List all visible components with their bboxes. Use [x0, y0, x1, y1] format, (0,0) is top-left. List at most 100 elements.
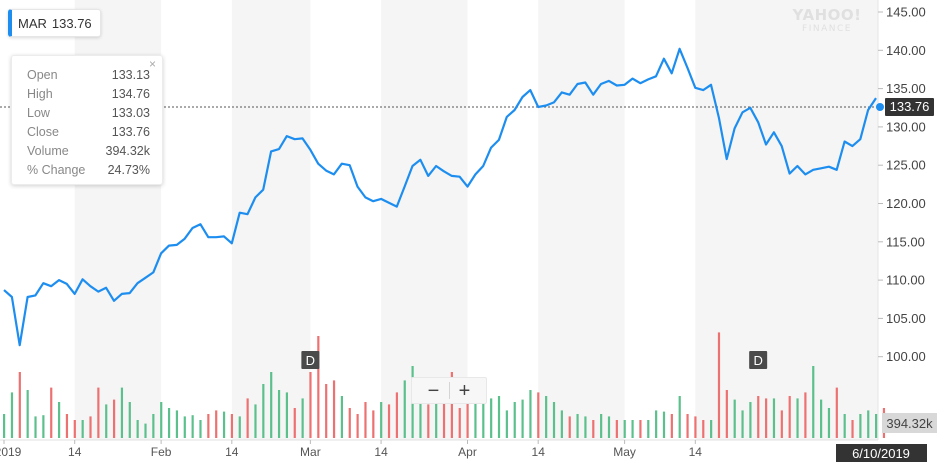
volume-bar	[167, 408, 171, 438]
x-tick-label: 14	[532, 445, 546, 459]
y-axis: 100.00 105.00 110.00 115.00 120.00 125.00 130.…	[877, 0, 926, 440]
volume-bar	[309, 372, 312, 438]
volume-bar	[10, 392, 14, 438]
volume-bar	[73, 420, 76, 438]
volume-bar	[521, 399, 524, 438]
volume-bar	[207, 414, 210, 438]
volume-bar	[435, 402, 438, 438]
volume-bar	[859, 414, 862, 438]
y-tick-label: 105.00	[886, 311, 926, 326]
tooltip-label: High	[27, 87, 53, 101]
tooltip-value: 394.32k	[105, 144, 150, 158]
last-price-dot	[876, 103, 884, 111]
volume-bar	[749, 402, 752, 438]
volume-bar	[757, 396, 760, 438]
volume-bar	[175, 410, 179, 438]
volume-bar	[372, 410, 375, 438]
tooltip-row-open: Open 133.13	[27, 66, 150, 85]
volume-bar	[513, 402, 516, 438]
volume-bar	[537, 392, 540, 438]
volume-tag: 394.32k	[882, 413, 937, 433]
volume-bar	[647, 420, 650, 438]
volume-bar	[152, 414, 155, 438]
y-tick-label: 115.00	[886, 234, 925, 249]
zoom-divider	[448, 382, 450, 399]
volume-bar	[285, 392, 289, 438]
volume-bar	[277, 390, 281, 438]
volume-bar	[497, 396, 501, 438]
volume-bar	[780, 410, 783, 438]
volume-bar	[42, 415, 45, 438]
volume-bar	[270, 372, 273, 438]
volume-bar	[615, 420, 618, 438]
volume-bar	[827, 408, 831, 438]
zoom-out-button[interactable]: −	[427, 379, 440, 402]
last-price-text: 133.76	[890, 99, 930, 114]
y-tick-label: 130.00	[886, 119, 926, 134]
ticker-symbol: MAR	[18, 15, 47, 31]
volume-bar	[215, 410, 218, 438]
date-tag-bg	[836, 444, 927, 462]
x-tick-label: Mar	[300, 445, 321, 459]
volume-bar	[529, 390, 532, 438]
volume-bar	[144, 423, 147, 438]
tooltip-row-change: % Change 24.73%	[27, 161, 150, 180]
volume-bar	[552, 402, 556, 438]
volume-bar	[364, 402, 367, 438]
y-tick-label: 110.00	[886, 273, 925, 288]
volume-bar	[623, 420, 626, 438]
volume-bar	[851, 420, 854, 438]
volume-bar	[57, 402, 61, 438]
volume-bar	[395, 392, 398, 438]
volume-bar	[89, 416, 92, 438]
tooltip-label: Open	[27, 68, 58, 82]
zoom-in-button[interactable]: +	[458, 379, 471, 402]
zoom-controls: − +	[411, 377, 487, 404]
ticker-badge[interactable]: MAR 133.76	[8, 9, 101, 37]
x-tick-label: 14	[68, 445, 82, 459]
tooltip-value: 24.73%	[107, 163, 150, 177]
volume-bar	[238, 416, 241, 438]
volume-bar	[18, 372, 21, 438]
volume-bar	[332, 380, 336, 438]
volume-bar	[662, 411, 666, 438]
volume-bar	[733, 399, 736, 438]
tooltip-label: Close	[27, 125, 59, 139]
volume-bar	[584, 416, 587, 438]
volume-bar	[678, 396, 681, 438]
volume-bar	[875, 414, 878, 438]
y-tick-label: 120.00	[886, 196, 926, 211]
x-tick-label: 14	[374, 445, 388, 459]
volume-bar	[419, 390, 422, 438]
volume-bar	[427, 404, 430, 438]
volume-bar	[458, 408, 461, 438]
x-tick-label: Apr	[458, 445, 477, 459]
last-price-tag: 133.76	[876, 98, 934, 116]
watermark-brand: YAHOO!	[792, 6, 862, 24]
watermark-sub: FINANCE	[802, 24, 852, 34]
volume-bar	[50, 387, 53, 438]
price-series-line	[3, 47, 877, 347]
volume-bar	[820, 399, 823, 438]
volume-bar	[474, 398, 477, 438]
tooltip-row-volume: Volume 394.32k	[27, 142, 150, 161]
volume-bar	[796, 398, 799, 438]
volume-bar	[717, 332, 721, 438]
volume-bar	[183, 416, 186, 438]
volume-bar	[607, 416, 611, 438]
y-tick-label: 135.00	[886, 81, 926, 96]
volume-bar	[26, 390, 29, 438]
volume-bar	[600, 414, 603, 438]
volume-bar	[262, 384, 265, 438]
volume-tag-text: 394.32k	[886, 416, 933, 431]
volume-bar	[741, 410, 744, 438]
close-icon[interactable]: ×	[148, 57, 156, 71]
volume-bar	[105, 404, 108, 438]
month-bands	[74, 0, 878, 440]
x-tick-label: 14	[225, 445, 239, 459]
ticker-price: 133.76	[51, 15, 92, 31]
month-band	[538, 0, 625, 440]
x-tick-label: 2019	[0, 445, 22, 459]
volume-bar	[317, 336, 320, 438]
